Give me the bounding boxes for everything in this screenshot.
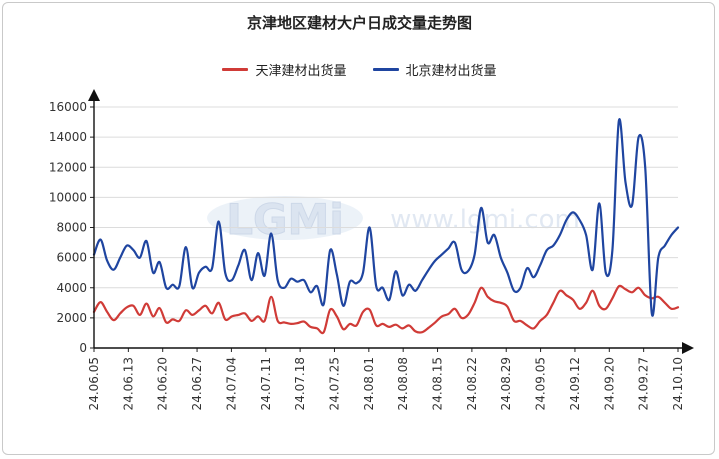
grid-lines (94, 106, 678, 319)
x-tick-label: 24.06.13 (121, 357, 135, 410)
y-tick-label: 4000 (56, 281, 87, 295)
legend-label-beijing: 北京建材出货量 (405, 64, 497, 79)
legend-swatch-tianjin (222, 68, 249, 71)
y-axis-ticks: 0 2000 4000 6000 8000 10000 12000 14000 16000 (49, 100, 94, 355)
x-tick-label: 24.09.20 (602, 357, 616, 410)
x-tick-label: 24.06.27 (190, 357, 204, 410)
x-tick-label: 24.06.20 (156, 357, 170, 410)
x-tick-label: 24.08.08 (396, 357, 410, 410)
x-tick-label: 24.07.25 (327, 357, 341, 410)
x-tick-label: 24.06.05 (87, 357, 101, 410)
legend-item-tianjin[interactable]: 天津建材出货量 (222, 60, 347, 79)
watermark-logo-ellipse (207, 196, 363, 240)
x-tick-label: 24.09.12 (568, 357, 582, 410)
legend-swatch-beijing (372, 68, 399, 71)
y-tick-label: 16000 (49, 100, 87, 114)
watermark: LGMi www.lgmi.com (207, 195, 580, 245)
x-tick-label: 24.07.11 (259, 357, 273, 410)
legend-label-tianjin: 天津建材出货量 (255, 64, 347, 79)
chart-title: 京津地区建材大户日成交量走势图 (246, 14, 472, 32)
axes (88, 89, 694, 354)
x-tick-label: 24.08.15 (431, 357, 445, 410)
y-tick-label: 8000 (56, 221, 87, 235)
y-tick-label: 10000 (49, 190, 87, 204)
x-axis-arrow (682, 342, 694, 354)
y-tick-label: 0 (79, 341, 87, 355)
x-tick-label: 24.08.01 (362, 357, 376, 410)
y-tick-label: 6000 (56, 251, 87, 265)
chart-legend: 天津建材出货量 北京建材出货量 (0, 60, 719, 79)
x-tick-label: 24.08.22 (465, 357, 479, 410)
x-tick-label: 24.09.27 (637, 357, 651, 410)
x-axis-ticks: 24.06.05 24.06.13 24.06.20 24.06.27 24.07.04… (87, 348, 685, 410)
y-tick-label: 12000 (49, 160, 87, 174)
series-line-tianjin[interactable] (92, 284, 680, 335)
y-tick-label: 2000 (56, 311, 87, 325)
legend-item-beijing[interactable]: 北京建材出货量 (372, 60, 497, 79)
series-lines (92, 118, 680, 335)
y-tick-label: 14000 (49, 130, 87, 144)
y-axis-arrow (88, 89, 100, 101)
x-tick-label: 24.07.04 (224, 357, 238, 410)
x-tick-label: 24.10.10 (671, 357, 685, 410)
x-tick-label: 24.07.18 (293, 357, 307, 410)
x-tick-label: 24.08.29 (499, 357, 513, 410)
x-tick-label: 24.09.05 (534, 357, 548, 410)
series-line-beijing[interactable] (92, 118, 680, 317)
watermark-logo-text: LGMi (226, 195, 343, 244)
